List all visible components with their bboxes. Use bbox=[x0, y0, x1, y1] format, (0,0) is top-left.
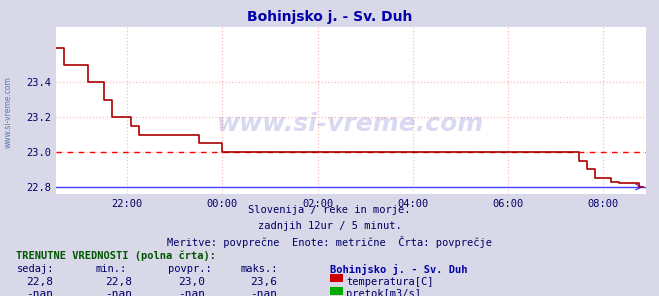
Text: sedaj:: sedaj: bbox=[16, 264, 54, 274]
Text: Bohinjsko j. - Sv. Duh: Bohinjsko j. - Sv. Duh bbox=[330, 264, 467, 275]
Text: -nan: -nan bbox=[250, 289, 277, 296]
Text: 23,6: 23,6 bbox=[250, 277, 277, 287]
Text: www.si-vreme.com: www.si-vreme.com bbox=[217, 112, 484, 136]
Text: Meritve: povprečne  Enote: metrične  Črta: povprečje: Meritve: povprečne Enote: metrične Črta:… bbox=[167, 236, 492, 248]
Text: min.:: min.: bbox=[96, 264, 127, 274]
Text: -nan: -nan bbox=[178, 289, 205, 296]
Text: pretok[m3/s]: pretok[m3/s] bbox=[346, 289, 421, 296]
Text: www.si-vreme.com: www.si-vreme.com bbox=[4, 77, 13, 148]
Text: -nan: -nan bbox=[26, 289, 53, 296]
Text: maks.:: maks.: bbox=[241, 264, 278, 274]
Text: 23,0: 23,0 bbox=[178, 277, 205, 287]
Text: povpr.:: povpr.: bbox=[168, 264, 212, 274]
Text: zadnjih 12ur / 5 minut.: zadnjih 12ur / 5 minut. bbox=[258, 221, 401, 231]
Text: -nan: -nan bbox=[105, 289, 132, 296]
Text: temperatura[C]: temperatura[C] bbox=[346, 277, 434, 287]
Text: TRENUTNE VREDNOSTI (polna črta):: TRENUTNE VREDNOSTI (polna črta): bbox=[16, 250, 216, 260]
Text: Bohinjsko j. - Sv. Duh: Bohinjsko j. - Sv. Duh bbox=[247, 10, 412, 24]
Text: 22,8: 22,8 bbox=[105, 277, 132, 287]
Text: 22,8: 22,8 bbox=[26, 277, 53, 287]
Text: Slovenija / reke in morje.: Slovenija / reke in morje. bbox=[248, 205, 411, 215]
